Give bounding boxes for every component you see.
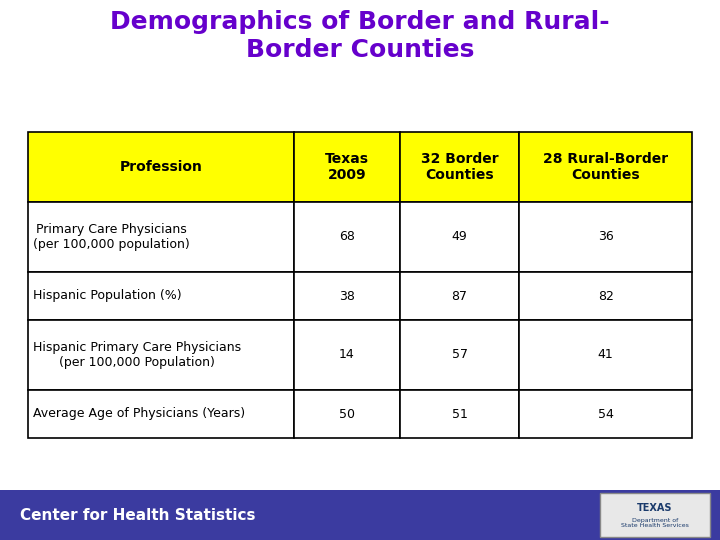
Text: Average Age of Physicians (Years): Average Age of Physicians (Years) bbox=[33, 408, 245, 421]
Text: 41: 41 bbox=[598, 348, 613, 361]
Text: 49: 49 bbox=[451, 231, 467, 244]
Bar bbox=[400, 202, 519, 272]
Bar bbox=[294, 272, 400, 320]
Bar bbox=[294, 320, 400, 390]
Bar bbox=[519, 202, 692, 272]
Text: 38: 38 bbox=[339, 289, 355, 302]
Bar bbox=[519, 272, 692, 320]
Text: Hispanic Population (%): Hispanic Population (%) bbox=[33, 289, 181, 302]
Text: Center for Health Statistics: Center for Health Statistics bbox=[20, 508, 256, 523]
Bar bbox=[28, 202, 294, 272]
Bar bbox=[519, 320, 692, 390]
Text: Hispanic Primary Care Physicians
(per 100,000 Population): Hispanic Primary Care Physicians (per 10… bbox=[33, 341, 241, 369]
Bar bbox=[600, 493, 710, 537]
Text: 14: 14 bbox=[339, 348, 354, 361]
Text: Demographics of Border and Rural-
Border Counties: Demographics of Border and Rural- Border… bbox=[110, 10, 610, 62]
Bar bbox=[294, 202, 400, 272]
Text: 57: 57 bbox=[451, 348, 467, 361]
Bar bbox=[519, 132, 692, 202]
Bar bbox=[28, 390, 294, 438]
Text: Texas
2009: Texas 2009 bbox=[325, 152, 369, 182]
Text: 82: 82 bbox=[598, 289, 613, 302]
Bar bbox=[400, 272, 519, 320]
Bar bbox=[294, 132, 400, 202]
Text: 68: 68 bbox=[339, 231, 355, 244]
Text: Profession: Profession bbox=[120, 160, 202, 174]
Bar bbox=[0, 490, 720, 540]
Bar bbox=[28, 272, 294, 320]
Bar bbox=[400, 320, 519, 390]
Bar bbox=[28, 132, 294, 202]
Text: 54: 54 bbox=[598, 408, 613, 421]
Text: TEXAS: TEXAS bbox=[637, 503, 672, 514]
Text: Primary Care Physicians
(per 100,000 population): Primary Care Physicians (per 100,000 pop… bbox=[33, 223, 190, 251]
Bar bbox=[400, 390, 519, 438]
Text: 51: 51 bbox=[451, 408, 467, 421]
Bar bbox=[519, 390, 692, 438]
Text: 28 Rural-Border
Counties: 28 Rural-Border Counties bbox=[543, 152, 668, 182]
Text: Department of
State Health Services: Department of State Health Services bbox=[621, 517, 689, 528]
Text: 32 Border
Counties: 32 Border Counties bbox=[420, 152, 498, 182]
Text: 36: 36 bbox=[598, 231, 613, 244]
Bar bbox=[294, 390, 400, 438]
Bar bbox=[28, 320, 294, 390]
Bar bbox=[400, 132, 519, 202]
Text: 50: 50 bbox=[338, 408, 355, 421]
Text: 87: 87 bbox=[451, 289, 467, 302]
